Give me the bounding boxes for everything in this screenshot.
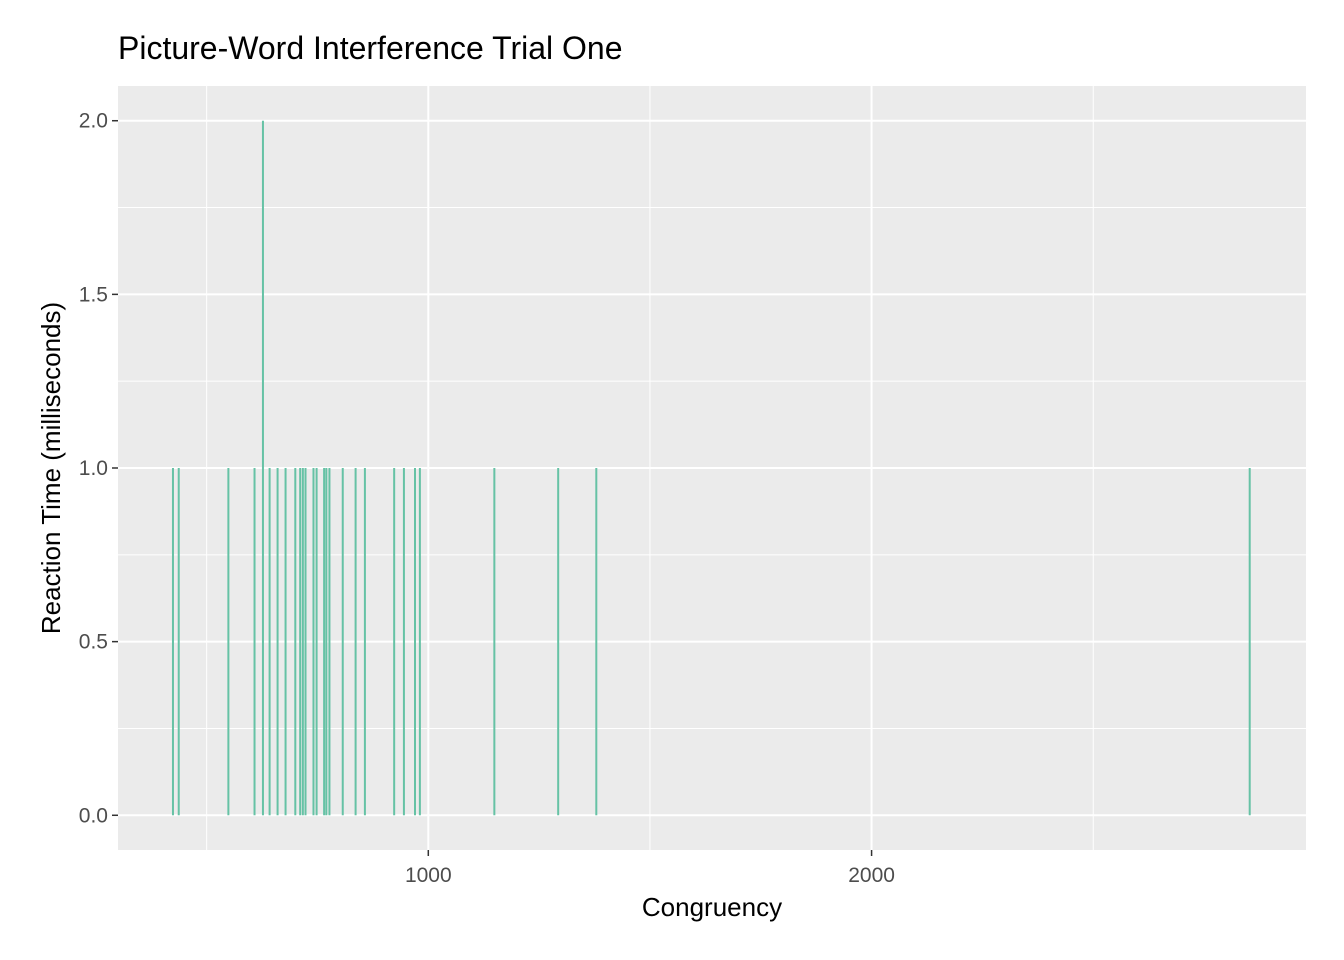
bar: [294, 468, 297, 816]
y-tick-label: 1.0: [79, 457, 108, 480]
bar: [177, 468, 180, 816]
x-axis-title: Congruency: [642, 892, 782, 922]
y-tick-label: 0.0: [79, 804, 108, 827]
bar: [312, 468, 315, 816]
bar: [261, 120, 264, 816]
bar: [301, 468, 304, 816]
y-tick-label: 1.5: [79, 283, 108, 306]
bar: [284, 468, 287, 816]
x-tick-label: 2000: [848, 864, 895, 887]
bar: [341, 468, 344, 816]
bar: [402, 468, 405, 816]
bar: [315, 468, 318, 816]
bars: [171, 120, 1251, 816]
y-axis: 0.0 0.5 1.0 1.5 2.0: [79, 110, 118, 827]
x-axis: 1000 2000: [405, 850, 895, 887]
bar: [354, 468, 357, 816]
chart-title: Picture-Word Interference Trial One: [118, 30, 623, 66]
y-tick-label: 0.5: [79, 631, 108, 654]
bar: [493, 468, 496, 816]
bar: [227, 468, 230, 816]
bar: [418, 468, 421, 816]
bar: [323, 468, 326, 816]
y-tick-label: 2.0: [79, 110, 108, 133]
bar: [268, 468, 271, 816]
bar: [414, 468, 416, 816]
bar: [171, 468, 174, 816]
bar: [299, 468, 302, 816]
bar: [328, 468, 331, 816]
y-axis-title: Reaction Time (milliseconds): [36, 302, 66, 634]
bar: [363, 468, 366, 816]
bar: [557, 468, 560, 816]
bar: [276, 468, 279, 816]
x-tick-label: 1000: [405, 864, 452, 887]
bar: [595, 468, 598, 816]
bar: [253, 468, 256, 816]
bar: [304, 468, 307, 816]
bar: [1248, 468, 1251, 816]
bar: [393, 468, 396, 816]
bar: [325, 468, 328, 816]
